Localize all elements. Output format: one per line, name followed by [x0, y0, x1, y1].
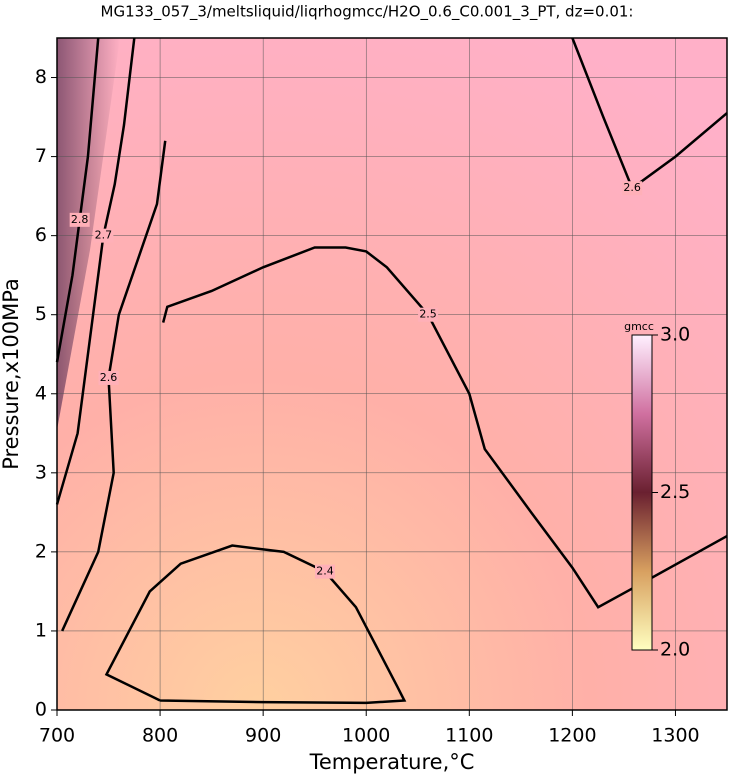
- y-tick-label: 1: [35, 619, 47, 641]
- x-tick-label: 1100: [445, 725, 493, 747]
- colorbar-tick-label: 3.0: [660, 324, 690, 346]
- x-tick-label: 1200: [548, 725, 596, 747]
- x-tick-label: 700: [39, 725, 75, 747]
- x-tick-label: 1000: [342, 725, 390, 747]
- contour-label-bg: [69, 212, 90, 227]
- colorbar-tick-label: 2.0: [660, 639, 690, 661]
- x-tick-label: 800: [142, 725, 178, 747]
- contour-label-bg: [622, 181, 643, 196]
- y-tick-label: 4: [35, 382, 47, 404]
- contour-label: 2.8: [71, 213, 89, 226]
- y-tick-label: 5: [35, 303, 47, 325]
- x-tick-label: 900: [245, 725, 281, 747]
- x-tick-label: 1300: [651, 725, 699, 747]
- y-tick-label: 7: [35, 145, 47, 167]
- contour-label-bg: [315, 564, 335, 579]
- y-tick-label: 3: [35, 461, 47, 483]
- contour-label: 2.4: [316, 565, 334, 578]
- contour-label: 2.5: [419, 308, 437, 321]
- contour-line: [161, 246, 728, 609]
- y-axis-label: Pressure,x100MPa: [0, 278, 23, 470]
- y-tick-label: 0: [35, 699, 47, 721]
- y-tick-label: 8: [35, 66, 47, 88]
- contour-label-bg: [418, 307, 439, 322]
- y-tick-label: 6: [35, 224, 47, 246]
- colorbar: [631, 334, 653, 651]
- contour-label: 2.6: [100, 371, 118, 384]
- plot-frame: [56, 37, 728, 711]
- plot-background: [57, 38, 727, 710]
- colorbar-tick-label: 2.5: [660, 481, 690, 503]
- contour-label: 2.6: [623, 181, 641, 194]
- colorbar-label: gmcc: [624, 320, 654, 333]
- y-tick-label: 2: [35, 540, 47, 562]
- x-axis-label: Temperature,°C: [309, 750, 475, 774]
- contour-label-bg: [98, 370, 119, 385]
- dense-region: [57, 38, 120, 430]
- contour-label: 2.7: [95, 229, 113, 242]
- contour-label-bg: [93, 228, 114, 243]
- chart-title: MG133_057_3/meltsliquid/liqrhogmcc/H2O_0…: [101, 3, 634, 22]
